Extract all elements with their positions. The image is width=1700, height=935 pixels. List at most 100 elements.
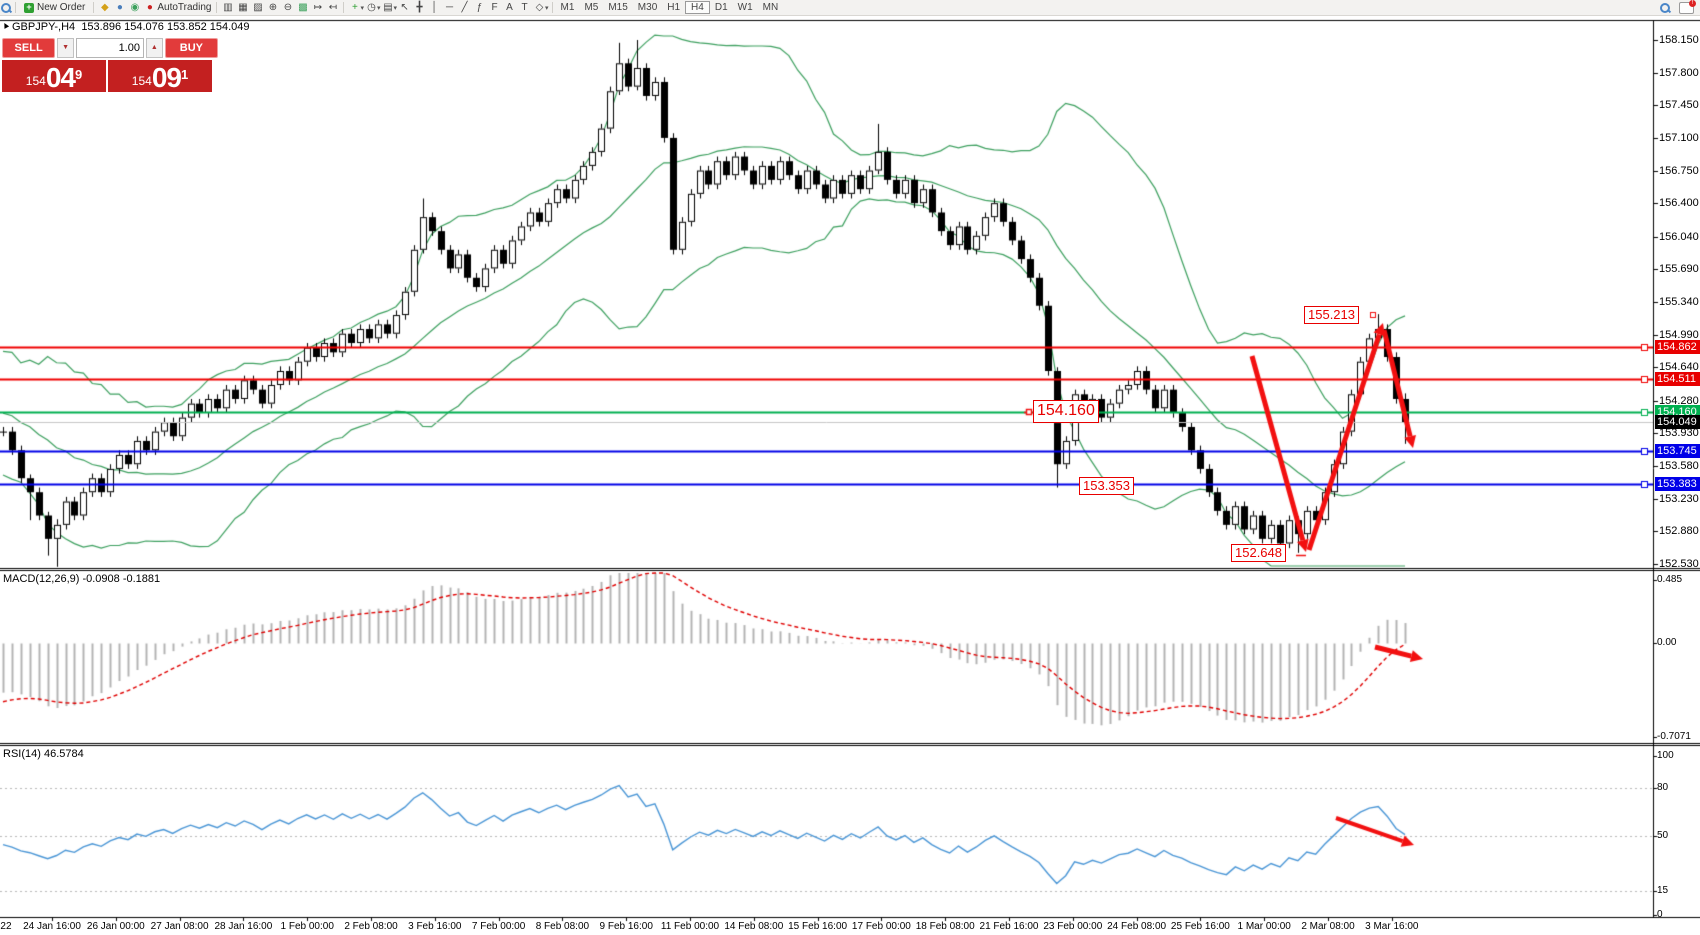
- sell-quote-pips: 04: [45, 62, 76, 93]
- sell-quote-base: 154: [25, 74, 46, 88]
- price-tick: 154.640: [1659, 361, 1699, 374]
- buy-button[interactable]: BUY: [164, 38, 218, 58]
- date-label: 21 Jan 2022: [0, 921, 12, 932]
- price-tick: 154.280: [1659, 394, 1699, 407]
- candlestick-chart-icon[interactable]: ▦: [238, 2, 248, 13]
- hline-icon[interactable]: ─: [445, 2, 454, 13]
- date-label: 25 Feb 16:00: [1170, 921, 1230, 932]
- toolbar-tool-icons: + ▾ ◷▾ ▤▾ ↖ ╋ │ ─ ╱ ƒ F A T ◇ ▾: [347, 1, 548, 14]
- bar-chart-icon[interactable]: ▥: [223, 2, 233, 13]
- zoom-out-icon[interactable]: ⊖: [283, 2, 293, 13]
- toolbar-separator: [551, 2, 553, 13]
- one-click-trading-panel: SELL ▼ ▲ BUY 154 04 9 154 09 1: [2, 38, 218, 92]
- templates-icon-dropdown[interactable]: ▾: [393, 5, 398, 12]
- line-chart-icon[interactable]: ▨: [253, 2, 263, 13]
- fibo-retracement-icon[interactable]: F: [491, 2, 498, 13]
- volume-up-spinner[interactable]: ▲: [146, 38, 163, 58]
- price-badge: 154.511: [1655, 372, 1700, 387]
- price-tick: 155.340: [1659, 296, 1699, 308]
- profile-icon[interactable]: ●: [116, 2, 123, 13]
- crosshair-icon[interactable]: ╋: [416, 2, 423, 13]
- price-tick: 152.530: [1659, 558, 1699, 570]
- new-order-button[interactable]: + New Order: [19, 1, 90, 14]
- price-badge: 153.745: [1655, 443, 1700, 458]
- chat-icon[interactable]: !: [1679, 0, 1696, 14]
- autotrading-label[interactable]: AutoTrading: [157, 2, 212, 13]
- symbol-title: GBPJPY-,H4 153.896 154.076 153.852 154.0…: [12, 21, 250, 33]
- periods-icon[interactable]: ◷: [367, 2, 376, 13]
- volume-down-spinner[interactable]: ▼: [57, 38, 74, 58]
- tile-windows-icon[interactable]: ▩: [298, 2, 308, 13]
- auto-scroll-icon[interactable]: ↤: [328, 2, 338, 13]
- date-label: 15 Feb 16:00: [788, 921, 848, 932]
- price-badge: 153.383: [1655, 477, 1700, 492]
- timeframe-m30[interactable]: M30: [637, 2, 658, 13]
- price-tick: 156.750: [1659, 164, 1699, 177]
- date-label: 14 Feb 08:00: [724, 921, 784, 932]
- indicator-tick: 0.00: [1657, 637, 1677, 648]
- volume-input[interactable]: [76, 38, 144, 58]
- sell-button[interactable]: SELL: [2, 38, 56, 58]
- vline-icon[interactable]: │: [431, 2, 438, 13]
- timeframe-m1[interactable]: M1: [560, 2, 575, 13]
- timeframe-buttons: M1 M5 M15 M30 H1 H4 D1 W1 MN: [556, 1, 784, 14]
- timeframe-h4[interactable]: H4: [685, 1, 710, 14]
- search-icon[interactable]: [0, 2, 13, 14]
- indicator-tick: 100: [1657, 750, 1674, 761]
- sell-quote[interactable]: 154 04 9: [2, 60, 106, 92]
- chart-shift-icon[interactable]: ↦: [313, 2, 323, 13]
- shapes-icon[interactable]: ◇: [535, 2, 544, 13]
- timeframe-w1[interactable]: W1: [737, 2, 753, 13]
- bucket-icon[interactable]: ◆: [101, 2, 109, 13]
- text-label-icon[interactable]: T: [521, 2, 528, 13]
- periods-icon-dropdown[interactable]: ▾: [376, 5, 381, 12]
- timeframe-mn[interactable]: MN: [762, 2, 779, 13]
- chat-alert-badge: !: [1689, 0, 1696, 7]
- shapes-icon-dropdown[interactable]: ▾: [545, 5, 549, 12]
- timeframe-m5[interactable]: M5: [584, 2, 599, 13]
- price-callout[interactable]: 152.648: [1231, 544, 1286, 562]
- date-label: 1 Mar 00:00: [1237, 921, 1291, 932]
- timeframe-m15[interactable]: M15: [608, 2, 628, 13]
- symbol-name: GBPJPY-,H4: [12, 21, 76, 33]
- price-callout[interactable]: 155.213: [1304, 306, 1359, 324]
- price-tick: 156.040: [1659, 230, 1699, 243]
- indicators-icon[interactable]: +: [352, 2, 358, 13]
- date-label: 24 Feb 08:00: [1107, 921, 1167, 932]
- price-tick: 156.400: [1659, 197, 1699, 210]
- timeframe-d1[interactable]: D1: [714, 2, 728, 13]
- text-icon[interactable]: A: [506, 2, 513, 13]
- price-tick: 155.690: [1659, 263, 1699, 276]
- autotrading-icon[interactable]: ●: [146, 2, 153, 13]
- cursor-icon[interactable]: ↖: [400, 2, 409, 13]
- fibo-channel-icon[interactable]: ƒ: [476, 2, 483, 13]
- signal-icon[interactable]: ◉: [130, 2, 140, 13]
- search-icon-right[interactable]: [1659, 2, 1672, 14]
- symbol-ohlc: 153.896 154.076 153.852 154.049: [81, 21, 250, 33]
- price-callout[interactable]: 153.353: [1079, 477, 1134, 495]
- indicators-icon-dropdown[interactable]: ▾: [360, 5, 364, 12]
- trendline-icon[interactable]: ╱: [461, 2, 468, 13]
- price-tick: 158.150: [1659, 34, 1699, 46]
- buy-quote-pips: 09: [151, 62, 182, 93]
- toolbar-separator: [93, 2, 95, 13]
- price-tick: 154.990: [1659, 328, 1699, 341]
- price-callout[interactable]: 154.160: [1033, 400, 1099, 423]
- macd-label: MACD(12,26,9) -0.0908 -0.1881: [3, 573, 161, 585]
- date-label: 18 Feb 08:00: [915, 921, 975, 932]
- date-label: 24 Jan 16:00: [23, 921, 81, 932]
- toolbar-separator: [216, 2, 218, 13]
- indicator-tick: 15: [1657, 885, 1669, 896]
- buy-quote-base: 154: [131, 74, 152, 88]
- zoom-in-icon[interactable]: ⊕: [268, 2, 278, 13]
- templates-icon[interactable]: ▤: [383, 2, 393, 13]
- timeframe-h1[interactable]: H1: [667, 2, 681, 13]
- buy-quote[interactable]: 154 09 1: [108, 60, 212, 92]
- toolbar-misc-icons: ◆ ● ◉ ●: [97, 1, 157, 14]
- date-label: 9 Feb 16:00: [599, 921, 653, 932]
- date-label: 27 Jan 08:00: [150, 921, 209, 932]
- date-label: 26 Jan 00:00: [86, 921, 145, 932]
- buy-quote-point: 1: [180, 67, 189, 82]
